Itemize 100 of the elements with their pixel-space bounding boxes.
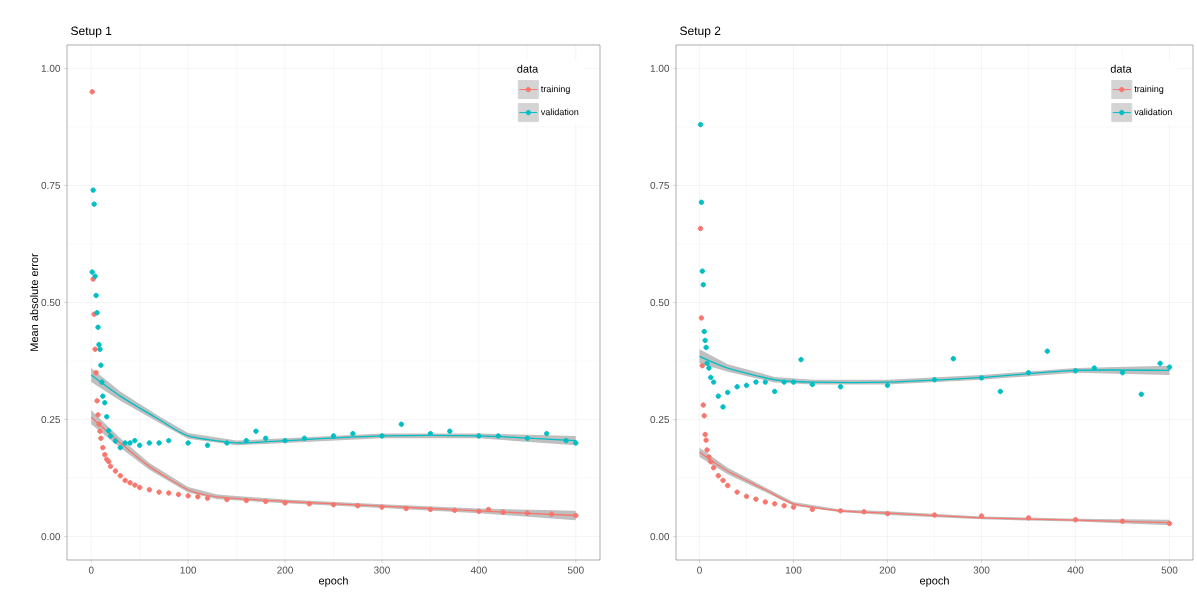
- point: [753, 379, 759, 385]
- x-axis-title: epoch: [919, 576, 949, 587]
- point: [427, 430, 434, 437]
- point: [330, 433, 337, 439]
- x-tick-label: 100: [785, 566, 802, 574]
- point: [89, 89, 95, 95]
- point: [700, 402, 706, 408]
- point: [931, 512, 938, 518]
- x-tick-label: 300: [973, 566, 990, 574]
- x-tick-label: 0: [88, 566, 94, 574]
- point: [96, 341, 102, 348]
- point: [301, 435, 308, 441]
- point: [708, 374, 714, 381]
- point: [97, 428, 103, 434]
- point: [1157, 360, 1163, 367]
- point: [90, 187, 96, 193]
- x-tick-label: 500: [1161, 566, 1178, 574]
- point: [122, 477, 128, 484]
- point: [790, 379, 797, 385]
- point: [762, 499, 769, 505]
- point: [710, 465, 717, 471]
- point: [175, 491, 182, 498]
- point: [701, 328, 707, 335]
- point: [99, 379, 105, 385]
- point: [772, 388, 778, 395]
- point: [743, 382, 750, 389]
- y-tick-label: 0.50: [41, 298, 61, 307]
- point: [91, 201, 97, 207]
- point: [1119, 370, 1126, 376]
- point: [573, 440, 579, 446]
- point: [224, 496, 230, 503]
- point: [107, 433, 114, 439]
- point: [476, 433, 482, 439]
- legend-label: training: [540, 85, 570, 94]
- point: [701, 413, 707, 419]
- point: [703, 437, 709, 443]
- point: [112, 438, 119, 444]
- point: [781, 502, 787, 509]
- point: [306, 501, 312, 507]
- point: [734, 489, 740, 495]
- point: [89, 269, 95, 275]
- legend-label: validation: [540, 108, 579, 116]
- point: [753, 496, 759, 502]
- y-tick-label: 0.00: [650, 533, 670, 541]
- point: [884, 382, 891, 389]
- point: [837, 508, 844, 514]
- point: [706, 365, 712, 371]
- point: [485, 506, 492, 513]
- point: [93, 370, 99, 376]
- point: [122, 440, 128, 446]
- point: [702, 337, 708, 344]
- point: [117, 473, 123, 479]
- point: [950, 355, 957, 362]
- point: [1072, 517, 1079, 523]
- point: [379, 504, 385, 510]
- x-tick-label: 100: [180, 566, 197, 574]
- point: [224, 440, 230, 446]
- point: [708, 458, 714, 465]
- y-tick-label: 0.75: [41, 181, 61, 189]
- point: [476, 508, 482, 515]
- point: [809, 381, 816, 388]
- point: [243, 497, 249, 504]
- point: [524, 435, 531, 441]
- point: [1119, 518, 1126, 524]
- point: [772, 501, 778, 507]
- point: [700, 282, 706, 288]
- point: [282, 437, 288, 444]
- point: [544, 430, 550, 437]
- point: [997, 388, 1004, 395]
- point: [204, 442, 211, 448]
- point: [710, 379, 717, 385]
- point: [798, 356, 804, 363]
- point: [725, 389, 731, 396]
- y-axis-title: Mean absolute error: [30, 253, 39, 351]
- point: [1166, 364, 1173, 370]
- point: [697, 121, 704, 128]
- point: [704, 447, 710, 453]
- point: [127, 440, 133, 446]
- y-tick-label: 0.25: [650, 416, 670, 424]
- point: [102, 451, 108, 458]
- point: [715, 473, 722, 479]
- point: [861, 509, 867, 515]
- x-tick-label: 400: [470, 566, 487, 574]
- point: [117, 444, 123, 451]
- x-tick-label: 0: [697, 566, 702, 574]
- point: [253, 428, 259, 434]
- point: [573, 512, 579, 519]
- legend-label: validation: [1134, 108, 1172, 116]
- point: [132, 437, 138, 444]
- point: [702, 431, 708, 438]
- point: [884, 510, 891, 517]
- legend-title: data: [517, 64, 539, 73]
- point: [403, 505, 409, 512]
- point: [1091, 365, 1098, 371]
- point: [100, 444, 106, 451]
- point: [166, 437, 172, 444]
- point: [98, 362, 104, 368]
- point: [95, 412, 101, 418]
- point: [146, 487, 153, 493]
- point: [524, 510, 531, 516]
